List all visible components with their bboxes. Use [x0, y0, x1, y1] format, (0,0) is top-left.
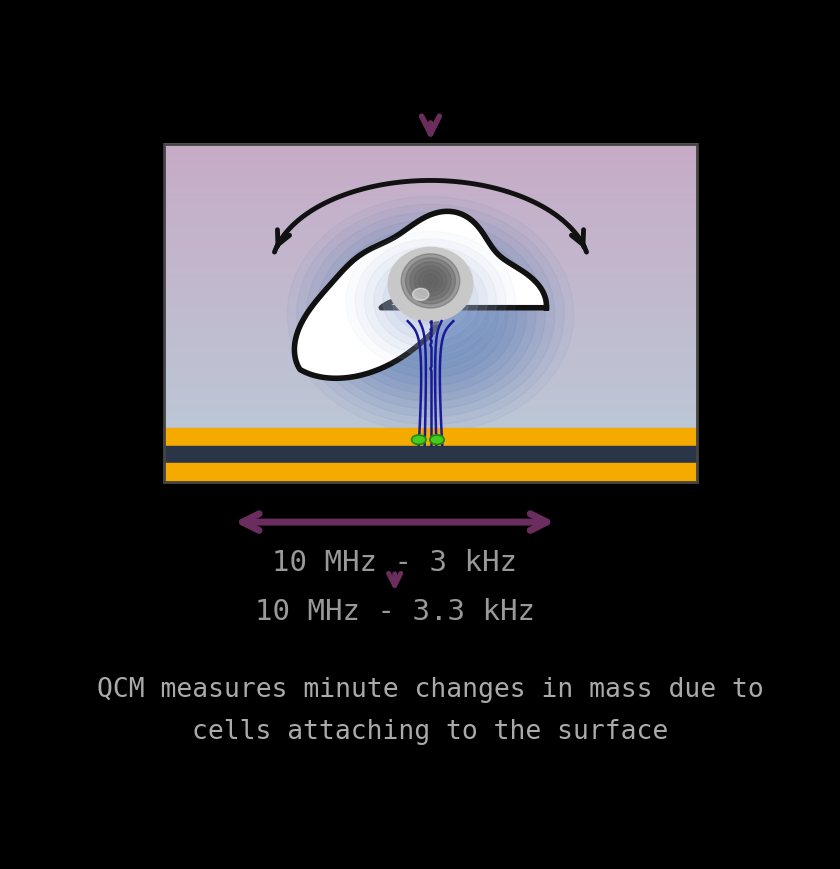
Ellipse shape — [365, 248, 496, 356]
Ellipse shape — [406, 258, 455, 305]
Ellipse shape — [355, 240, 506, 363]
Ellipse shape — [346, 232, 515, 371]
Ellipse shape — [363, 260, 498, 370]
Ellipse shape — [344, 244, 517, 386]
Ellipse shape — [372, 268, 489, 362]
Bar — [164, 428, 697, 447]
Ellipse shape — [374, 255, 487, 348]
Ellipse shape — [412, 435, 426, 445]
Ellipse shape — [383, 262, 478, 341]
Ellipse shape — [392, 270, 469, 333]
Ellipse shape — [316, 221, 545, 409]
Ellipse shape — [418, 270, 443, 293]
Ellipse shape — [412, 289, 429, 301]
Ellipse shape — [402, 278, 459, 325]
Ellipse shape — [411, 286, 450, 318]
Bar — [164, 447, 697, 463]
Ellipse shape — [430, 435, 444, 445]
Ellipse shape — [307, 213, 554, 417]
Ellipse shape — [428, 279, 433, 285]
Ellipse shape — [297, 205, 564, 425]
Text: 10 MHz - 3 kHz: 10 MHz - 3 kHz — [272, 548, 517, 577]
Text: QCM measures minute changes in mass due to
cells attaching to the surface: QCM measures minute changes in mass due … — [97, 676, 764, 744]
Ellipse shape — [382, 275, 479, 355]
Ellipse shape — [354, 252, 507, 378]
Ellipse shape — [325, 229, 536, 401]
Ellipse shape — [402, 255, 459, 308]
Bar — [164, 144, 697, 482]
Ellipse shape — [414, 267, 447, 296]
Text: 10 MHz - 3.3 kHz: 10 MHz - 3.3 kHz — [255, 597, 535, 625]
Ellipse shape — [410, 262, 451, 301]
Bar — [164, 463, 697, 482]
Polygon shape — [294, 212, 547, 379]
Ellipse shape — [423, 275, 438, 289]
Ellipse shape — [287, 197, 574, 433]
Ellipse shape — [388, 249, 473, 322]
Ellipse shape — [391, 283, 470, 348]
Ellipse shape — [334, 236, 527, 394]
